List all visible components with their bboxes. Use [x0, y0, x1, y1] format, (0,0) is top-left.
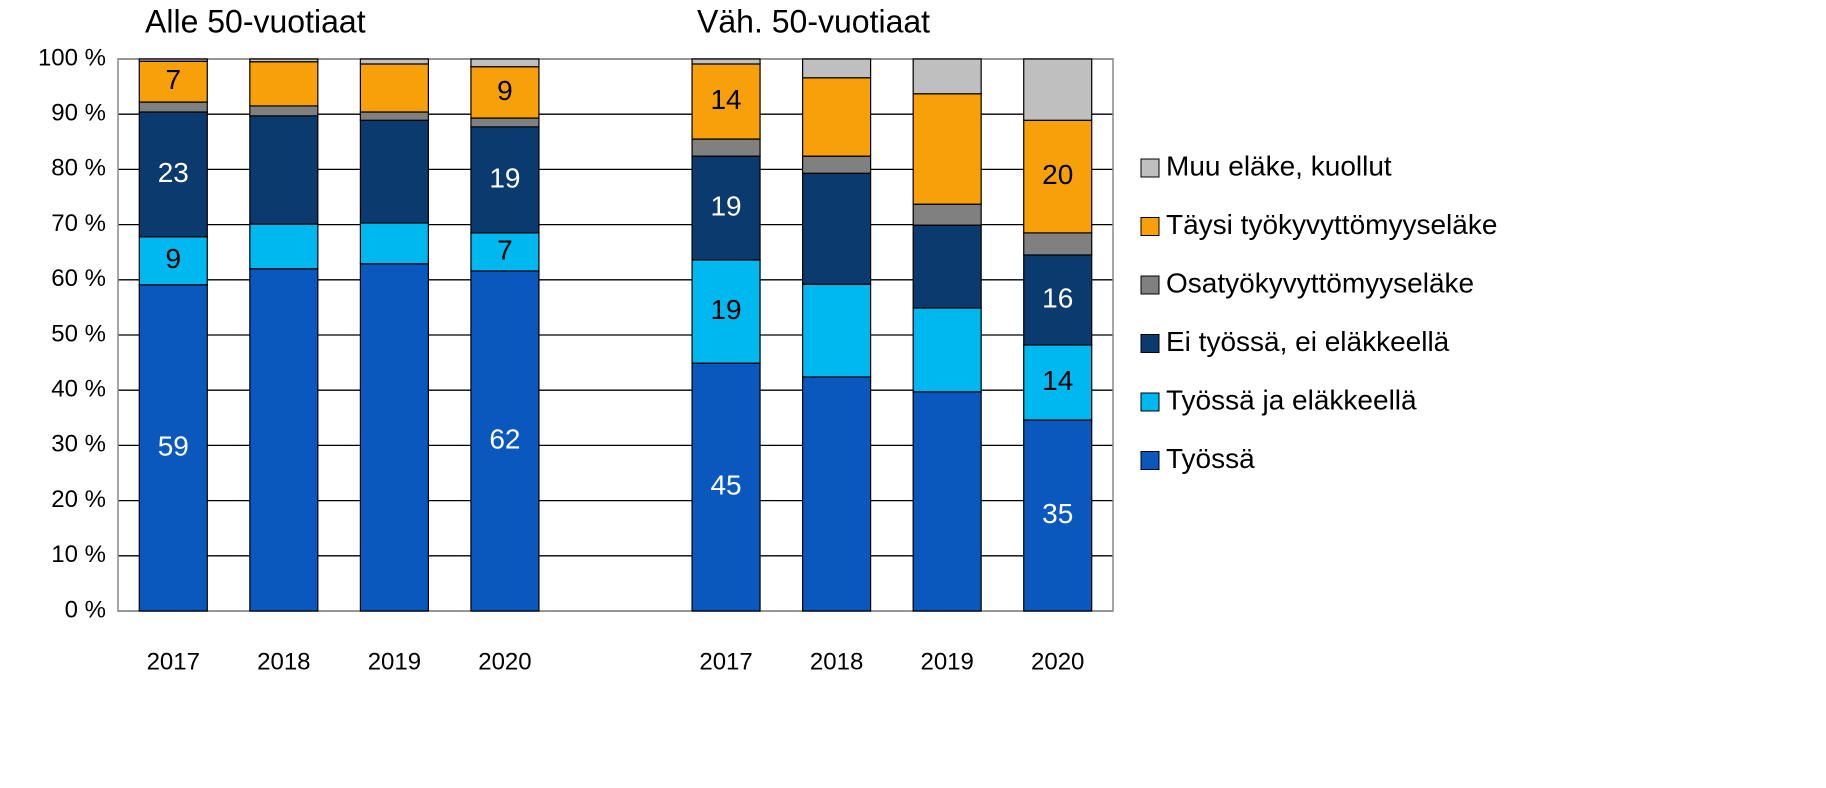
data-label: 19: [489, 162, 520, 193]
legend-swatch: [1140, 275, 1160, 295]
data-label: 59: [158, 430, 189, 461]
group-title: Väh. 50-vuotiaat: [697, 3, 930, 39]
data-label: 20: [1042, 159, 1073, 190]
bar-segment: [470, 58, 540, 68]
data-label: 19: [710, 190, 741, 221]
data-label: 62: [489, 423, 520, 454]
y-tick-label: 70 %: [51, 210, 106, 237]
bar-segment: [138, 236, 208, 286]
bar-segment: [691, 63, 761, 140]
bar-segment: [1023, 254, 1093, 346]
y-tick-label: 80 %: [51, 155, 106, 182]
y-tick-label: 0 %: [65, 596, 106, 623]
bar-segment: [802, 172, 872, 285]
data-label: 14: [1042, 365, 1073, 396]
bar-segment: [802, 77, 872, 157]
bar-segment: [138, 111, 208, 238]
bar-segment: [359, 63, 429, 113]
bar-segment: [912, 307, 982, 393]
data-label: 9: [165, 243, 181, 274]
bar-segment: [802, 58, 872, 79]
bar-segment: [802, 376, 872, 612]
bar-segment: [138, 101, 208, 113]
legend-label: Ei työssä, ei eläkkeellä: [1166, 326, 1450, 357]
y-tick-label: 40 %: [51, 376, 106, 403]
plot-border: [117, 58, 1114, 612]
bar-segment: [138, 58, 208, 62]
x-tick-label: 2018: [810, 648, 863, 675]
data-label: 7: [497, 234, 513, 265]
bar-segment: [691, 259, 761, 364]
bar-segment: [691, 155, 761, 261]
bar-segment: [359, 58, 429, 65]
y-tick-label: 90 %: [51, 100, 106, 127]
bar-segment: [912, 224, 982, 309]
x-tick-label: 2017: [147, 648, 200, 675]
bar-segment: [249, 115, 319, 225]
bar-segment: [912, 391, 982, 612]
x-tick-label: 2020: [1031, 648, 1084, 675]
y-tick-label: 100 %: [38, 44, 106, 71]
bar-segment: [691, 138, 761, 157]
data-label: 14: [710, 84, 741, 115]
bar-segment: [1023, 344, 1093, 421]
legend-swatch: [1140, 451, 1160, 470]
bar-segment: [359, 222, 429, 265]
bar-segment: [359, 119, 429, 224]
data-label: 16: [1042, 282, 1073, 313]
bar-segment: [359, 111, 429, 121]
legend-label: Muu eläke, kuollut: [1166, 150, 1392, 181]
bar-segment: [249, 223, 319, 270]
data-label: 19: [710, 294, 741, 325]
bar-segment: [138, 284, 208, 612]
bar-segment: [912, 58, 982, 95]
bar-segment: [802, 155, 872, 174]
bar-segment: [912, 203, 982, 226]
x-tick-label: 2019: [368, 648, 421, 675]
x-tick-label: 2020: [478, 648, 531, 675]
bar-segment: [249, 268, 319, 612]
bar-segment: [912, 93, 982, 205]
data-label: 35: [1042, 498, 1073, 529]
legend-swatch: [1140, 334, 1160, 353]
y-tick-label: 10 %: [51, 541, 106, 568]
y-tick-label: 60 %: [51, 265, 106, 292]
data-label: 23: [158, 157, 189, 188]
bar-segment: [359, 263, 429, 612]
legend-label: Työssä ja eläkkeellä: [1166, 384, 1417, 415]
data-label: 9: [497, 75, 513, 106]
bar-segment: [138, 60, 208, 103]
bar-segment: [1023, 232, 1093, 256]
y-tick-label: 30 %: [51, 431, 106, 458]
data-label: 45: [710, 469, 741, 500]
legend-label: Osatyökyvyttömyyseläke: [1166, 267, 1474, 298]
x-tick-label: 2017: [699, 648, 752, 675]
legend-label: Työssä: [1166, 443, 1255, 474]
bar-segment: [249, 58, 319, 63]
y-tick-label: 20 %: [51, 486, 106, 513]
bar-segment: [249, 105, 319, 117]
bar-segment: [691, 362, 761, 612]
bar-segment: [249, 61, 319, 107]
x-tick-label: 2019: [920, 648, 973, 675]
y-tick-label: 50 %: [51, 320, 106, 347]
bar-segment: [1023, 58, 1093, 121]
group-title: Alle 50-vuotiaat: [145, 3, 366, 39]
legend-swatch: [1140, 217, 1160, 236]
x-tick-label: 2018: [257, 648, 310, 675]
bar-segment: [470, 117, 540, 128]
bar-segment: [802, 283, 872, 378]
data-label: 7: [165, 64, 181, 95]
bar-segment: [470, 126, 540, 234]
legend-swatch: [1140, 158, 1160, 178]
legend-label: Täysi työkyvyttömyyseläke: [1166, 209, 1497, 240]
legend-swatch: [1140, 392, 1160, 412]
bar-segment: [691, 58, 761, 65]
